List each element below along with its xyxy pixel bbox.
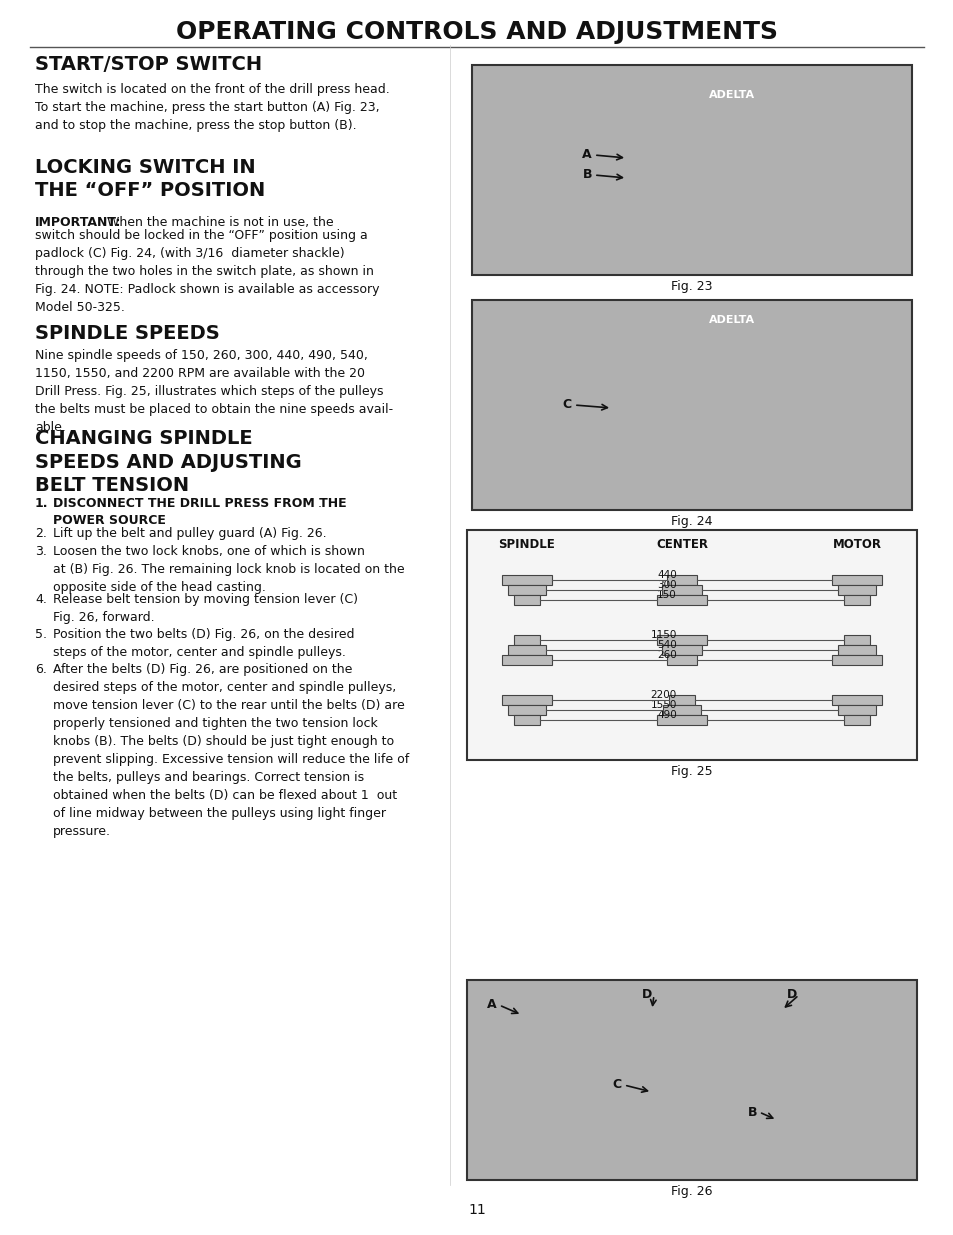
Text: 4.: 4. xyxy=(35,593,47,606)
Bar xyxy=(843,715,869,725)
Text: .: . xyxy=(317,496,322,510)
Bar xyxy=(837,705,875,715)
Bar xyxy=(837,645,875,655)
Text: 2.: 2. xyxy=(35,527,47,540)
Bar xyxy=(472,65,911,275)
Bar xyxy=(467,981,916,1179)
Text: 2200: 2200 xyxy=(650,690,677,700)
Text: 1150: 1150 xyxy=(650,630,677,640)
Bar xyxy=(666,576,697,585)
Text: 6.: 6. xyxy=(35,663,47,676)
Text: Loosen the two lock knobs, one of which is shown
at (B) Fig. 26. The remaining l: Loosen the two lock knobs, one of which … xyxy=(53,545,404,594)
Text: Position the two belts (D) Fig. 26, on the desired
steps of the motor, center an: Position the two belts (D) Fig. 26, on t… xyxy=(53,629,355,659)
Text: ADELTA: ADELTA xyxy=(708,90,754,100)
Text: Release belt tension by moving tension lever (C)
Fig. 26, forward.: Release belt tension by moving tension l… xyxy=(53,593,357,624)
Text: D: D xyxy=(786,988,796,1002)
Bar xyxy=(843,635,869,645)
Text: LOCKING SWITCH IN
THE “OFF” POSITION: LOCKING SWITCH IN THE “OFF” POSITION xyxy=(35,158,265,200)
Bar xyxy=(514,715,539,725)
Text: 5.: 5. xyxy=(35,629,47,641)
Bar xyxy=(661,585,701,595)
Text: Fig. 24: Fig. 24 xyxy=(671,515,712,529)
Bar xyxy=(666,655,697,664)
Text: 1.: 1. xyxy=(35,496,49,510)
Text: switch should be locked in the “OFF” position using a
padlock (C) Fig. 24, (with: switch should be locked in the “OFF” pos… xyxy=(35,228,379,314)
Text: 300: 300 xyxy=(657,580,677,590)
Bar xyxy=(501,655,552,664)
Text: 540: 540 xyxy=(657,640,677,650)
Text: C: C xyxy=(612,1078,621,1092)
Bar xyxy=(514,635,539,645)
Text: A: A xyxy=(581,148,592,162)
Text: Lift up the belt and pulley guard (A) Fig. 26.: Lift up the belt and pulley guard (A) Fi… xyxy=(53,527,326,540)
Text: B: B xyxy=(582,168,592,182)
Text: The switch is located on the front of the drill press head.
To start the machine: The switch is located on the front of th… xyxy=(35,83,390,132)
Text: When the machine is not in use, the: When the machine is not in use, the xyxy=(103,216,334,228)
Bar xyxy=(657,595,706,605)
Bar xyxy=(831,695,882,705)
Bar xyxy=(507,645,545,655)
Text: IMPORTANT:: IMPORTANT: xyxy=(35,216,121,228)
Text: Fig. 26: Fig. 26 xyxy=(671,1186,712,1198)
Bar xyxy=(514,595,539,605)
Text: 11: 11 xyxy=(468,1203,485,1216)
Text: DISCONNECT THE DRILL PRESS FROM THE
POWER SOURCE: DISCONNECT THE DRILL PRESS FROM THE POWE… xyxy=(53,496,346,527)
Text: SPINDLE: SPINDLE xyxy=(498,538,555,551)
Text: CENTER: CENTER xyxy=(656,538,707,551)
Text: OPERATING CONTROLS AND ADJUSTMENTS: OPERATING CONTROLS AND ADJUSTMENTS xyxy=(175,20,778,44)
Bar xyxy=(507,705,545,715)
Text: 3.: 3. xyxy=(35,545,47,558)
Bar xyxy=(657,635,706,645)
Text: SPINDLE SPEEDS: SPINDLE SPEEDS xyxy=(35,324,219,343)
Bar xyxy=(837,585,875,595)
Text: C: C xyxy=(562,399,572,411)
Bar xyxy=(661,645,701,655)
Bar xyxy=(472,300,911,510)
Text: Nine spindle speeds of 150, 260, 300, 440, 490, 540,
1150, 1550, and 2200 RPM ar: Nine spindle speeds of 150, 260, 300, 44… xyxy=(35,350,393,433)
Bar xyxy=(831,655,882,664)
Text: ADELTA: ADELTA xyxy=(708,315,754,325)
Text: MOTOR: MOTOR xyxy=(832,538,881,551)
Bar xyxy=(657,715,706,725)
Text: B: B xyxy=(747,1105,757,1119)
Text: D: D xyxy=(641,988,651,1002)
Bar xyxy=(501,695,552,705)
Bar xyxy=(843,595,869,605)
Text: 150: 150 xyxy=(657,590,677,600)
Text: 440: 440 xyxy=(657,571,677,580)
Text: 1550: 1550 xyxy=(650,700,677,710)
Text: 490: 490 xyxy=(657,710,677,720)
Bar xyxy=(831,576,882,585)
Text: CHANGING SPINDLE
SPEEDS AND ADJUSTING
BELT TENSION: CHANGING SPINDLE SPEEDS AND ADJUSTING BE… xyxy=(35,429,301,495)
Text: A: A xyxy=(487,999,497,1011)
Bar xyxy=(662,705,700,715)
Bar xyxy=(668,695,695,705)
Text: 260: 260 xyxy=(657,650,677,659)
Bar xyxy=(507,585,545,595)
Bar xyxy=(501,576,552,585)
Text: Fig. 23: Fig. 23 xyxy=(671,280,712,293)
Text: START/STOP SWITCH: START/STOP SWITCH xyxy=(35,56,262,74)
Bar xyxy=(467,530,916,760)
Text: Fig. 25: Fig. 25 xyxy=(671,764,712,778)
Text: After the belts (D) Fig. 26, are positioned on the
desired steps of the motor, c: After the belts (D) Fig. 26, are positio… xyxy=(53,663,409,839)
